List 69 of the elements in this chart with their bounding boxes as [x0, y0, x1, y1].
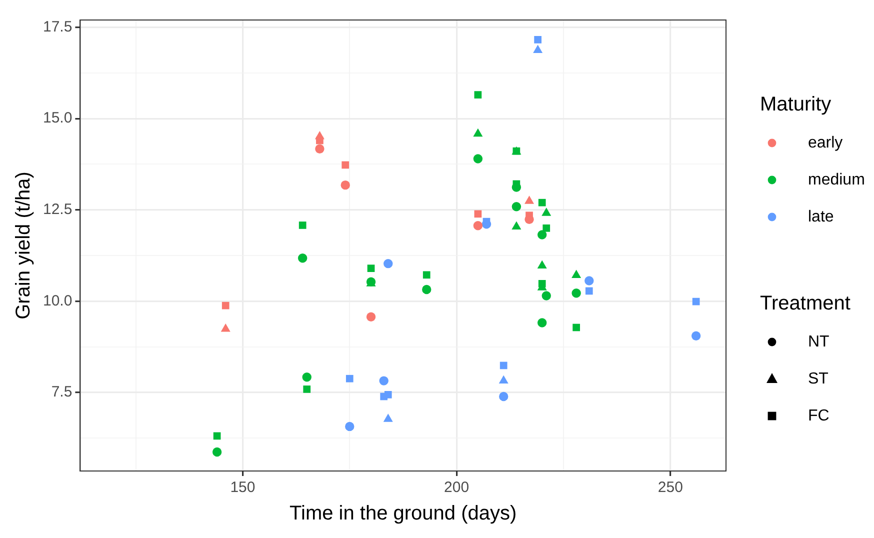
point	[542, 208, 552, 216]
y-tick-label: 10.0	[42, 292, 72, 310]
text: Maturity	[760, 94, 832, 116]
point	[342, 161, 350, 169]
point	[572, 288, 581, 298]
point	[315, 144, 324, 154]
point	[498, 375, 508, 384]
point	[537, 260, 547, 269]
point	[366, 312, 376, 322]
point	[474, 210, 482, 218]
y-tick-label: 12.5	[42, 201, 72, 218]
point	[499, 392, 508, 402]
point	[298, 254, 308, 263]
point	[222, 302, 230, 310]
point	[482, 220, 492, 229]
point	[303, 386, 311, 393]
point	[538, 198, 546, 206]
legend-label: medium	[808, 171, 865, 188]
point	[512, 221, 522, 230]
point	[340, 180, 350, 190]
point	[298, 222, 306, 229]
point	[384, 258, 393, 268]
point	[572, 324, 580, 332]
y-tick-label: 7.5	[51, 384, 72, 401]
point	[345, 422, 354, 432]
point	[473, 154, 483, 164]
point	[534, 36, 542, 44]
y-axis-title: Grain yield (t/ha)	[12, 172, 35, 320]
point	[572, 270, 582, 278]
legend-label: NT	[808, 333, 830, 350]
legend-label: FC	[808, 407, 830, 424]
legend-label: ST	[808, 370, 829, 388]
point	[384, 391, 392, 398]
point	[367, 264, 375, 272]
text: Treatment	[760, 292, 850, 315]
point	[473, 221, 483, 230]
point	[524, 196, 534, 204]
point	[542, 291, 551, 300]
point	[220, 323, 230, 332]
point	[512, 182, 522, 192]
point	[512, 202, 522, 212]
point	[500, 362, 508, 370]
x-tick-label: 150	[230, 479, 256, 496]
point	[542, 224, 550, 232]
point	[691, 331, 701, 340]
point	[584, 276, 594, 286]
x-axis-title: Time in the ground (days)	[290, 502, 517, 525]
point	[302, 372, 312, 382]
point	[379, 376, 388, 386]
point	[533, 44, 543, 54]
point	[537, 230, 547, 240]
y-tick-label: 17.5	[42, 18, 72, 36]
x-tick-label: 200	[444, 479, 470, 496]
point	[585, 287, 593, 295]
point	[692, 298, 700, 306]
point	[383, 414, 393, 422]
x-tick-label: 250	[658, 479, 683, 496]
point	[473, 128, 483, 137]
legend-label: late	[808, 208, 834, 226]
point	[346, 374, 354, 382]
point	[422, 271, 430, 279]
point	[537, 318, 547, 328]
point	[422, 284, 432, 294]
point	[314, 130, 324, 140]
y-tick-label: 15.0	[42, 110, 72, 127]
point	[213, 432, 221, 440]
point	[212, 447, 222, 457]
legend-label: early	[808, 134, 843, 152]
point	[474, 91, 482, 99]
